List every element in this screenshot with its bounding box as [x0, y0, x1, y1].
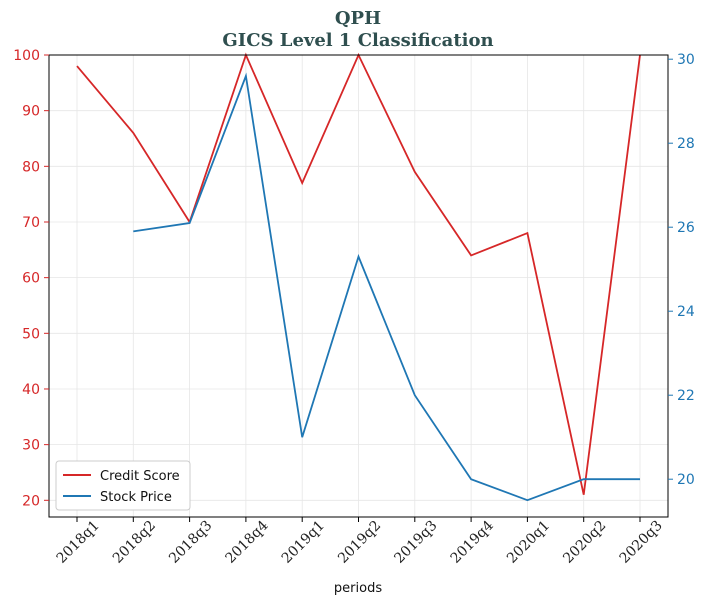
x-axis-tick-label: 2020q3	[617, 518, 666, 567]
left-axis-tick-label: 50	[22, 326, 40, 342]
axes	[44, 54, 673, 522]
chart-subtitle: GICS Level 1 Classification	[222, 30, 493, 51]
x-axis-tick-label: 2018q1	[54, 518, 103, 567]
left-axis-tick-label: 100	[13, 48, 40, 64]
left-axis-tick-label: 80	[22, 159, 40, 175]
left-axis-tick-label: 40	[22, 382, 40, 398]
left-axis-tick-label: 30	[22, 438, 40, 454]
left-axis-tick-label: 70	[22, 215, 40, 231]
right-axis-tick-label: 22	[677, 388, 695, 404]
grid	[49, 54, 668, 517]
series-line-stock-price	[133, 72, 640, 502]
right-axis-tick-label: 28	[677, 136, 695, 152]
x-axis-tick-label: 2019q1	[279, 518, 328, 567]
right-axis-tick-label: 20	[677, 472, 695, 488]
x-axis-tick-label: 2018q2	[110, 518, 159, 567]
x-axis-tick-label: 2019q4	[448, 518, 497, 567]
x-axis-tick-label: 2020q2	[560, 518, 609, 567]
legend-box	[55, 460, 191, 511]
right-axis-tick-label: 26	[677, 220, 695, 236]
x-axis-tick-label: 2020q1	[504, 518, 553, 567]
x-axis-label: periods	[334, 581, 382, 596]
legend: Credit Score Stock Price	[55, 460, 191, 511]
x-axis-tick-label: 2018q4	[222, 518, 271, 567]
right-axis-tick-label: 24	[677, 304, 695, 320]
left-axis-tick-label: 20	[22, 493, 40, 509]
right-axis-tick-label: 30	[677, 52, 695, 68]
x-axis-tick-label: 2019q3	[391, 518, 440, 567]
x-axis-tick-label: 2019q2	[335, 518, 384, 567]
left-axis-tick-label: 90	[22, 104, 40, 120]
x-axis-tick-label: 2018q3	[166, 518, 215, 567]
legend-label-stock-price: Stock Price	[100, 490, 172, 505]
legend-label-credit-score: Credit Score	[100, 469, 180, 484]
left-axis-tick-label: 60	[22, 271, 40, 287]
chart-title: QPH	[335, 8, 381, 29]
